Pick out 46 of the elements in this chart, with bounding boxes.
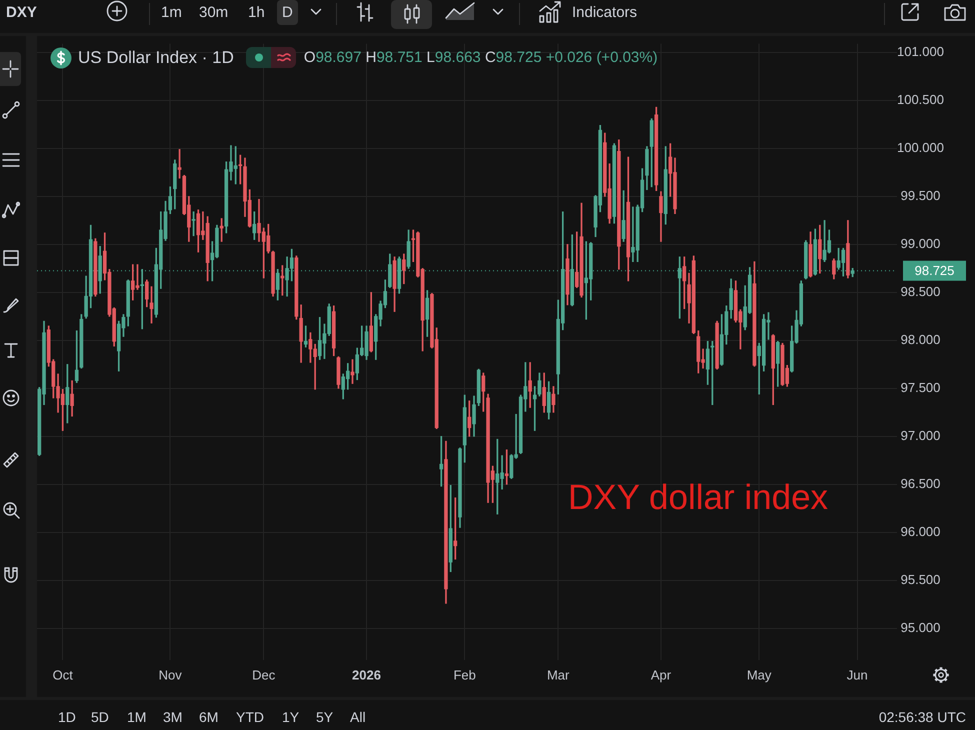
text: 1M <box>127 709 146 725</box>
text: 6M <box>199 709 218 725</box>
y-tick-label: 95.500 <box>900 572 940 587</box>
x-tick-label: 2026 <box>352 667 381 682</box>
text: DXY <box>6 4 37 21</box>
candlestick <box>350 359 354 384</box>
text: YTD <box>236 709 264 725</box>
text: 3M <box>163 709 182 725</box>
text: 30m <box>199 4 228 21</box>
y-tick-label: 97.500 <box>900 380 940 395</box>
x-tick-label: Apr <box>650 667 672 682</box>
text: 5Y <box>316 709 334 725</box>
x-tick-label: Oct <box>52 667 74 682</box>
text: All <box>350 709 366 725</box>
y-tick-label: 98.000 <box>900 332 940 347</box>
x-tick-label: Feb <box>453 667 476 682</box>
text: 1D <box>58 709 76 725</box>
x-tick-label: May <box>746 667 772 682</box>
candlestick <box>178 149 182 179</box>
y-tick-label: 96.000 <box>900 524 940 539</box>
text: D <box>277 0 298 25</box>
y-tick-label: 100.500 <box>896 92 944 108</box>
candlestick <box>150 286 154 324</box>
text: 1Y <box>282 709 300 725</box>
text: 5D <box>91 709 109 725</box>
y-tick-label: 99.500 <box>900 188 940 203</box>
y-tick-label: 101.000 <box>896 44 944 60</box>
text: 02:56:38 UTC <box>878 709 966 725</box>
text: 1m <box>161 4 182 21</box>
chart-title: US Dollar Index · 1D <box>78 48 234 68</box>
y-tick-label: 98.500 <box>900 284 940 299</box>
x-tick-label: Nov <box>158 667 182 682</box>
y-tick-label: 95.000 <box>900 620 940 635</box>
y-tick-label: 100.000 <box>896 140 944 155</box>
ref-line-label: 98.725 <box>914 262 954 278</box>
text: O98.697 H98.751 L98.663 C98.725 +0.026 (+0.03%) <box>304 49 658 66</box>
y-tick-label: 99.000 <box>900 236 940 251</box>
y-tick-label: 96.500 <box>900 476 940 491</box>
text: Indicators <box>572 4 638 21</box>
candlestick <box>192 211 196 236</box>
text: 1h <box>248 4 265 21</box>
x-tick-label: Jun <box>846 667 868 682</box>
annotation: DXY dollar index <box>568 478 828 517</box>
x-tick-label: Dec <box>252 667 276 682</box>
x-tick-label: Mar <box>546 667 570 682</box>
y-tick-label: 97.000 <box>900 428 940 443</box>
